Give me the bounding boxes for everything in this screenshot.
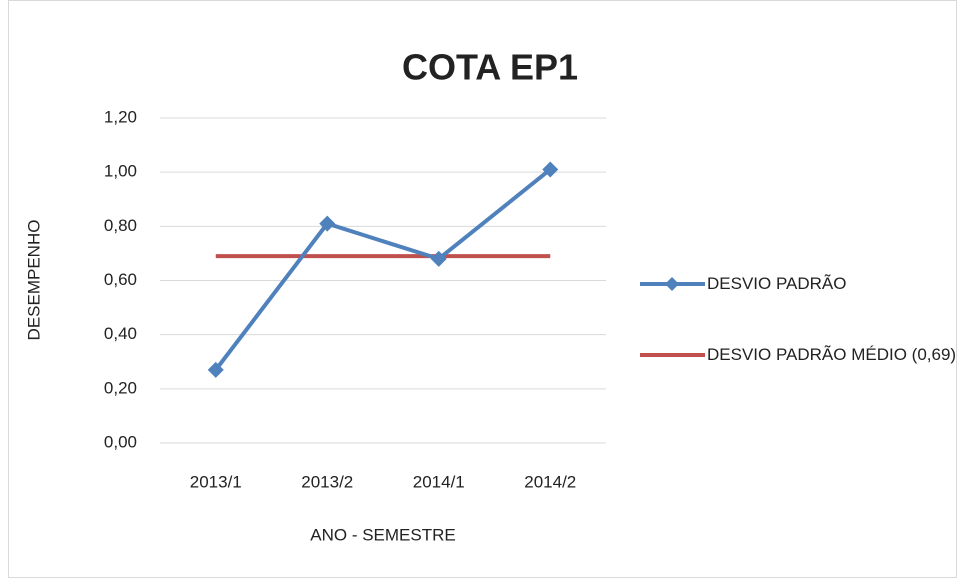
y-tick-label: 0,60 [104, 270, 137, 289]
x-tick-label: 2013/1 [190, 472, 242, 491]
legend-label: DESVIO PADRÃO MÉDIO (0,69) [707, 345, 957, 364]
x-tick-label: 2013/2 [301, 472, 353, 491]
x-tick-label: 2014/1 [413, 472, 465, 491]
x-axis-label: ANO - SEMESTRE [310, 525, 455, 544]
series-line [214, 167, 552, 372]
data-point [207, 361, 224, 378]
y-axis-label: DESEMPENHO [24, 220, 43, 341]
chart-title: COTA EP1 [402, 47, 578, 88]
legend-label: DESVIO PADRÃO [707, 274, 847, 293]
y-tick-label: 0,40 [104, 324, 137, 343]
y-tick-label: 0,00 [104, 432, 137, 451]
legend-marker [665, 277, 679, 291]
data-point [430, 250, 447, 267]
y-tick-label: 1,00 [104, 162, 137, 181]
data-point [319, 215, 336, 232]
y-tick-label: 1,20 [104, 107, 137, 126]
data-point [542, 161, 559, 178]
chart-border [8, 0, 957, 578]
y-tick-label: 0,20 [104, 378, 137, 397]
y-tick-label: 0,80 [104, 216, 137, 235]
x-tick-label: 2014/2 [524, 472, 576, 491]
